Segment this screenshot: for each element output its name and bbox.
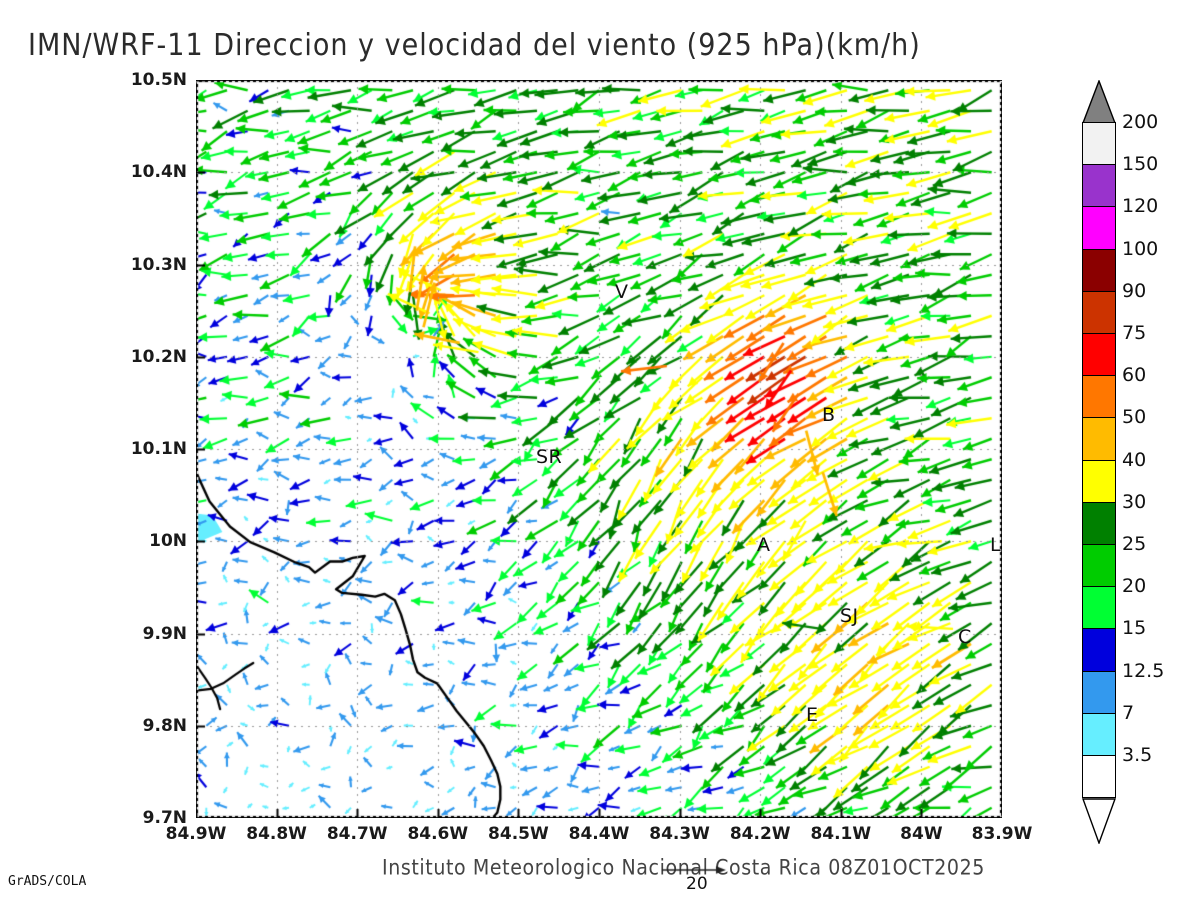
chart-title: IMN/WRF-11 Direccion y velocidad del vie… (28, 28, 921, 63)
colorbar-top-arrow (1082, 80, 1117, 124)
colorbar-swatch[interactable] (1082, 122, 1116, 166)
colorbar-swatch[interactable] (1082, 586, 1116, 630)
colorbar-swatch[interactable] (1082, 206, 1116, 250)
colorbar-tick-60: 60 (1122, 364, 1147, 387)
colorbar-tick-3.5: 3.5 (1122, 744, 1153, 766)
grads-watermark: GrADS/COLA (8, 874, 87, 889)
reference-vector-arrow (660, 862, 740, 878)
y-axis-tick-9.9N: 9.9N (142, 623, 187, 644)
place-label-B: B (822, 404, 836, 426)
place-label-C: C (958, 626, 972, 648)
x-axis-tick-84.3W: 84.3W (649, 824, 710, 844)
colorbar-swatch[interactable] (1082, 501, 1116, 545)
colorbar-tick-120: 120 (1122, 195, 1159, 218)
place-label-SR: SR (536, 446, 563, 468)
place-label-SJ: SJ (840, 605, 859, 627)
x-axis-tick-84.2W: 84.2W (729, 824, 791, 844)
x-axis-tick-84.6W: 84.6W (407, 824, 469, 844)
reference-vector-label: 20 (686, 874, 708, 894)
colorbar-tick-90: 90 (1122, 279, 1147, 302)
colorbar-bottom-arrow (1082, 798, 1116, 845)
x-axis-tick-84.8W: 84.8W (246, 824, 307, 844)
colorbar-swatch[interactable] (1082, 670, 1116, 714)
colorbar-tick-100: 100 (1122, 237, 1159, 260)
y-axis-tick-10.5N: 10.5N (130, 70, 187, 90)
colorbar-swatch[interactable] (1082, 712, 1116, 756)
colorbar-tick-75: 75 (1122, 322, 1147, 344)
colorbar-legend[interactable]: 200 150 120 100 90 75 60 50 40 30 25 20 15 12.5 7 3.5 (1082, 80, 1198, 845)
y-axis-tick-9.7N: 9.7N (142, 808, 187, 828)
x-axis-tick-84.1W: 84.1W (810, 824, 872, 844)
x-axis-tick-84.7W: 84.7W (326, 824, 388, 844)
colorbar-tick-50: 50 (1122, 406, 1147, 429)
place-label-V: V (615, 281, 629, 303)
x-axis-tick-83.9W: 83.9W (971, 824, 1033, 844)
colorbar-tick-150: 150 (1122, 153, 1159, 176)
place-label-A: A (757, 534, 771, 556)
x-axis-tick-84.5W: 84.5W (488, 824, 549, 844)
place-label-E: E (806, 704, 819, 726)
y-axis-tick-9.8N: 9.8N (142, 715, 187, 736)
y-axis-tick-10.1N: 10.1N (130, 439, 187, 459)
colorbar-swatch[interactable] (1082, 755, 1116, 799)
colorbar-swatch[interactable] (1082, 164, 1116, 208)
x-axis-tick-84W: 84W (900, 824, 943, 844)
colorbar-tick-30: 30 (1122, 490, 1147, 513)
colorbar-tick-7: 7 (1122, 701, 1135, 724)
colorbar-swatch[interactable] (1082, 290, 1116, 334)
colorbar-tick-25: 25 (1122, 533, 1147, 555)
colorbar-swatch[interactable] (1082, 544, 1116, 588)
colorbar-swatch[interactable] (1082, 628, 1116, 672)
colorbar-swatch[interactable] (1082, 417, 1116, 461)
colorbar-tick-12.5: 12.5 (1122, 659, 1165, 682)
colorbar-swatch[interactable] (1082, 248, 1116, 292)
colorbar-swatch[interactable] (1082, 375, 1116, 419)
y-axis-tick-10N: 10N (149, 531, 187, 552)
colorbar-swatch[interactable] (1082, 333, 1116, 377)
colorbar-tick-200: 200 (1122, 111, 1159, 133)
colorbar-tick-15: 15 (1122, 617, 1147, 640)
y-axis-tick-10.3N: 10.3N (130, 254, 187, 275)
y-axis-tick-10.2N: 10.2N (130, 346, 187, 367)
place-label-L: L (990, 534, 1002, 556)
y-axis-tick-10.4N: 10.4N (130, 162, 187, 183)
colorbar-swatch[interactable] (1082, 459, 1116, 503)
x-axis-tick-84.9W: 84.9W (165, 824, 227, 844)
x-axis-tick-84.4W: 84.4W (568, 824, 630, 844)
colorbar-tick-20: 20 (1122, 575, 1147, 598)
colorbar-tick-40: 40 (1122, 448, 1147, 471)
wind-vector-plot (196, 80, 1002, 818)
